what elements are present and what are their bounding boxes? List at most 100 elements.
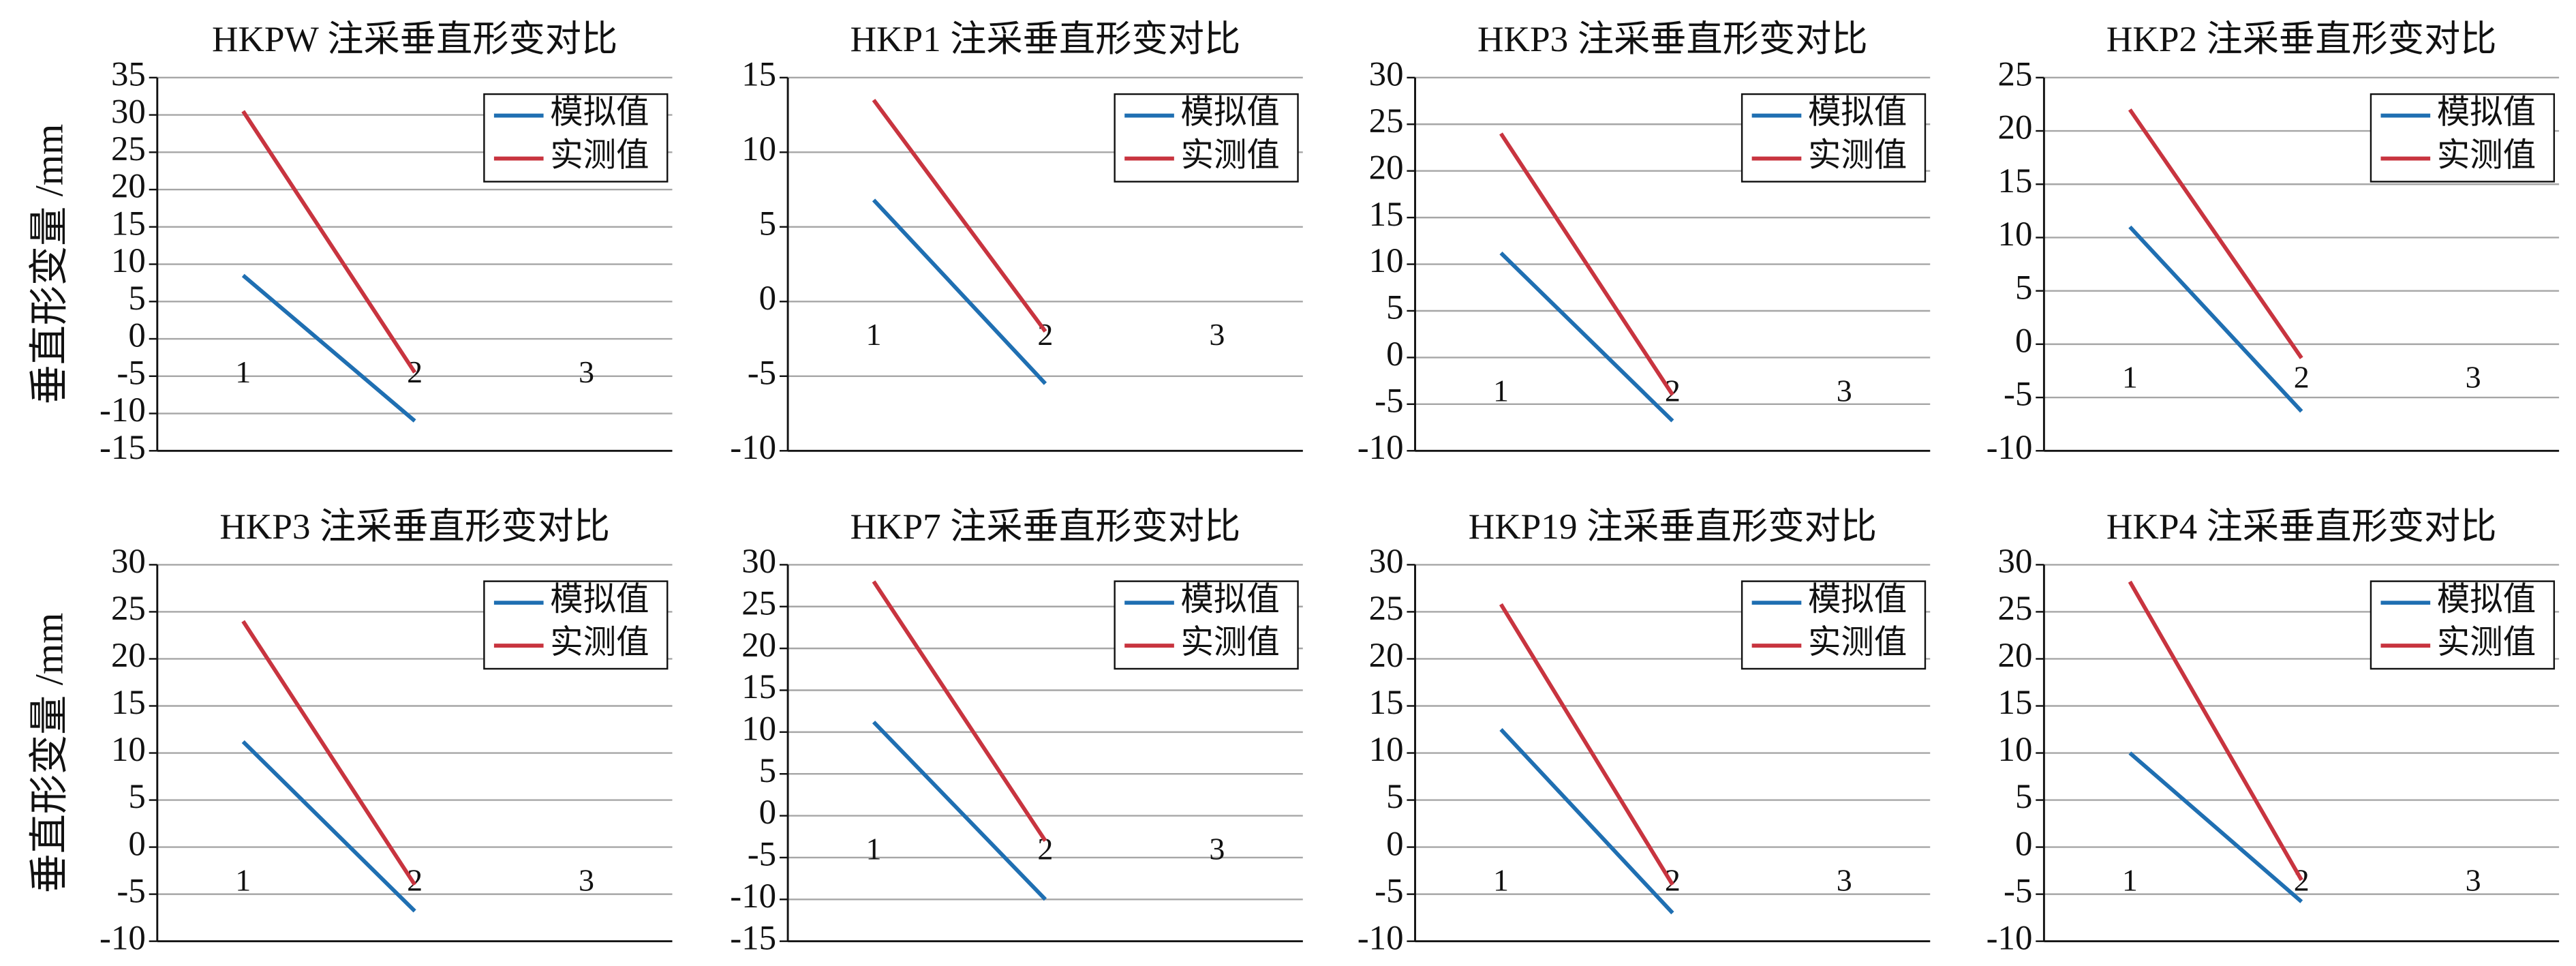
legend-box <box>1114 580 1299 670</box>
y-tick-label: -10 <box>730 429 776 467</box>
series-line <box>1499 132 1674 396</box>
y-tick-label: 15 <box>1998 684 2033 722</box>
y-tick-label: 30 <box>1998 543 2033 581</box>
series-line <box>872 580 1047 843</box>
y-tick-label: 15 <box>111 684 146 722</box>
legend-label: 实测值 <box>1808 624 1907 661</box>
y-tick-label: 25 <box>111 130 146 168</box>
y-tick-label: 15 <box>741 668 776 706</box>
legend-label: 实测值 <box>2437 624 2536 661</box>
legend-label: 实测值 <box>550 138 649 174</box>
legend-box <box>2370 580 2556 670</box>
chart-title: HKP7 注采垂直形变对比 <box>850 507 1241 547</box>
y-tick-label: 0 <box>759 280 776 318</box>
series-line <box>241 740 416 913</box>
y-tick-label: 0 <box>2015 322 2032 361</box>
x-tick-label: 1 <box>235 354 251 389</box>
chart-title: HKP4 注采垂直形变对比 <box>2106 507 2497 547</box>
x-tick-label: 3 <box>1209 831 1225 866</box>
series-line <box>241 620 417 886</box>
y-tick-label: 5 <box>1386 289 1403 327</box>
y-tick-label: 5 <box>1386 778 1403 816</box>
chart-title: HKP3 注采垂直形变对比 <box>1477 19 1868 59</box>
x-tick-label: 3 <box>1209 317 1225 352</box>
legend-label: 实测值 <box>2437 138 2536 174</box>
series-line <box>241 110 417 374</box>
legend-label: 模拟值 <box>550 95 649 131</box>
y-tick-label: -5 <box>2004 376 2032 414</box>
y-tick-label: 20 <box>1369 637 1404 675</box>
y-tick-label: 25 <box>1369 590 1404 628</box>
y-tick-label: 25 <box>111 590 146 628</box>
series-line <box>2128 225 2303 413</box>
legend-box <box>1114 93 1299 183</box>
x-tick-label: 3 <box>2466 360 2481 395</box>
y-tick-label: 20 <box>1369 149 1404 187</box>
y-tick-label: -5 <box>1375 382 1403 421</box>
legend-label: 模拟值 <box>1181 95 1280 131</box>
legend-label: 模拟值 <box>1808 582 1907 618</box>
y-tick-label: 20 <box>741 627 776 665</box>
y-tick-label: -5 <box>2004 872 2032 910</box>
y-tick-label: 0 <box>2015 825 2032 863</box>
y-tick-label: -10 <box>1987 429 2033 467</box>
x-tick-label: 1 <box>866 831 882 866</box>
y-tick-label: -5 <box>1375 872 1403 910</box>
legend-box <box>483 580 669 670</box>
y-tick-label: 20 <box>1998 637 2033 675</box>
y-tick-label: 5 <box>128 280 145 318</box>
y-tick-label: -5 <box>748 354 776 392</box>
series-line <box>1499 252 1674 423</box>
y-axis-label: 垂直形变量 /mm <box>27 613 72 894</box>
y-tick-label: 20 <box>111 168 146 206</box>
y-tick-label: 0 <box>1386 825 1403 863</box>
y-tick-label: 5 <box>759 752 776 790</box>
y-tick-label: 30 <box>741 543 776 581</box>
x-tick-label: 2 <box>2294 360 2310 395</box>
y-tick-label: 10 <box>1369 242 1404 280</box>
x-tick-label: 2 <box>1037 831 1053 866</box>
y-tick-label: 0 <box>759 794 776 832</box>
series-line <box>2128 751 2303 903</box>
y-tick-label: 25 <box>1998 590 2033 628</box>
y-tick-label: 0 <box>128 317 145 355</box>
x-tick-label: 1 <box>1493 862 1509 897</box>
y-tick-label: -10 <box>99 391 146 429</box>
y-tick-label: 15 <box>1369 684 1404 722</box>
x-tick-label: 3 <box>579 354 594 389</box>
y-tick-label: 5 <box>759 205 776 243</box>
y-tick-label: -5 <box>117 354 145 392</box>
series-line <box>1499 603 1674 886</box>
y-tick-label: 30 <box>111 543 146 581</box>
y-tick-label: 15 <box>1998 162 2033 200</box>
series-line <box>872 721 1047 901</box>
y-tick-label: 15 <box>1369 196 1404 234</box>
x-tick-label: 3 <box>2466 862 2481 897</box>
x-tick-label: 1 <box>235 862 251 897</box>
legend-label: 模拟值 <box>2437 582 2536 618</box>
legend-label: 模拟值 <box>1808 95 1907 131</box>
y-tick-label: 10 <box>741 130 776 168</box>
y-tick-label: 5 <box>2015 269 2032 307</box>
y-tick-label: -10 <box>1987 919 2033 957</box>
y-tick-label: 30 <box>111 93 146 131</box>
x-tick-label: 2 <box>1665 862 1681 897</box>
series-line <box>1499 728 1674 915</box>
legend-box <box>2370 93 2556 183</box>
y-tick-label: 25 <box>741 584 776 622</box>
legend-label: 实测值 <box>1181 624 1280 661</box>
legend-label: 实测值 <box>550 624 649 661</box>
y-tick-label: -5 <box>748 836 776 874</box>
y-tick-label: 10 <box>111 731 146 769</box>
series-line <box>2128 580 2303 881</box>
y-tick-label: 25 <box>1998 56 2033 94</box>
y-tick-label: 25 <box>1369 102 1404 140</box>
y-tick-label: 15 <box>741 56 776 94</box>
y-tick-label: 30 <box>1369 56 1404 94</box>
x-tick-label: 1 <box>2122 360 2138 395</box>
series-line <box>241 273 416 423</box>
legend-box <box>1741 580 1927 670</box>
legend-box <box>1741 93 1927 183</box>
y-tick-label: -15 <box>730 919 776 957</box>
